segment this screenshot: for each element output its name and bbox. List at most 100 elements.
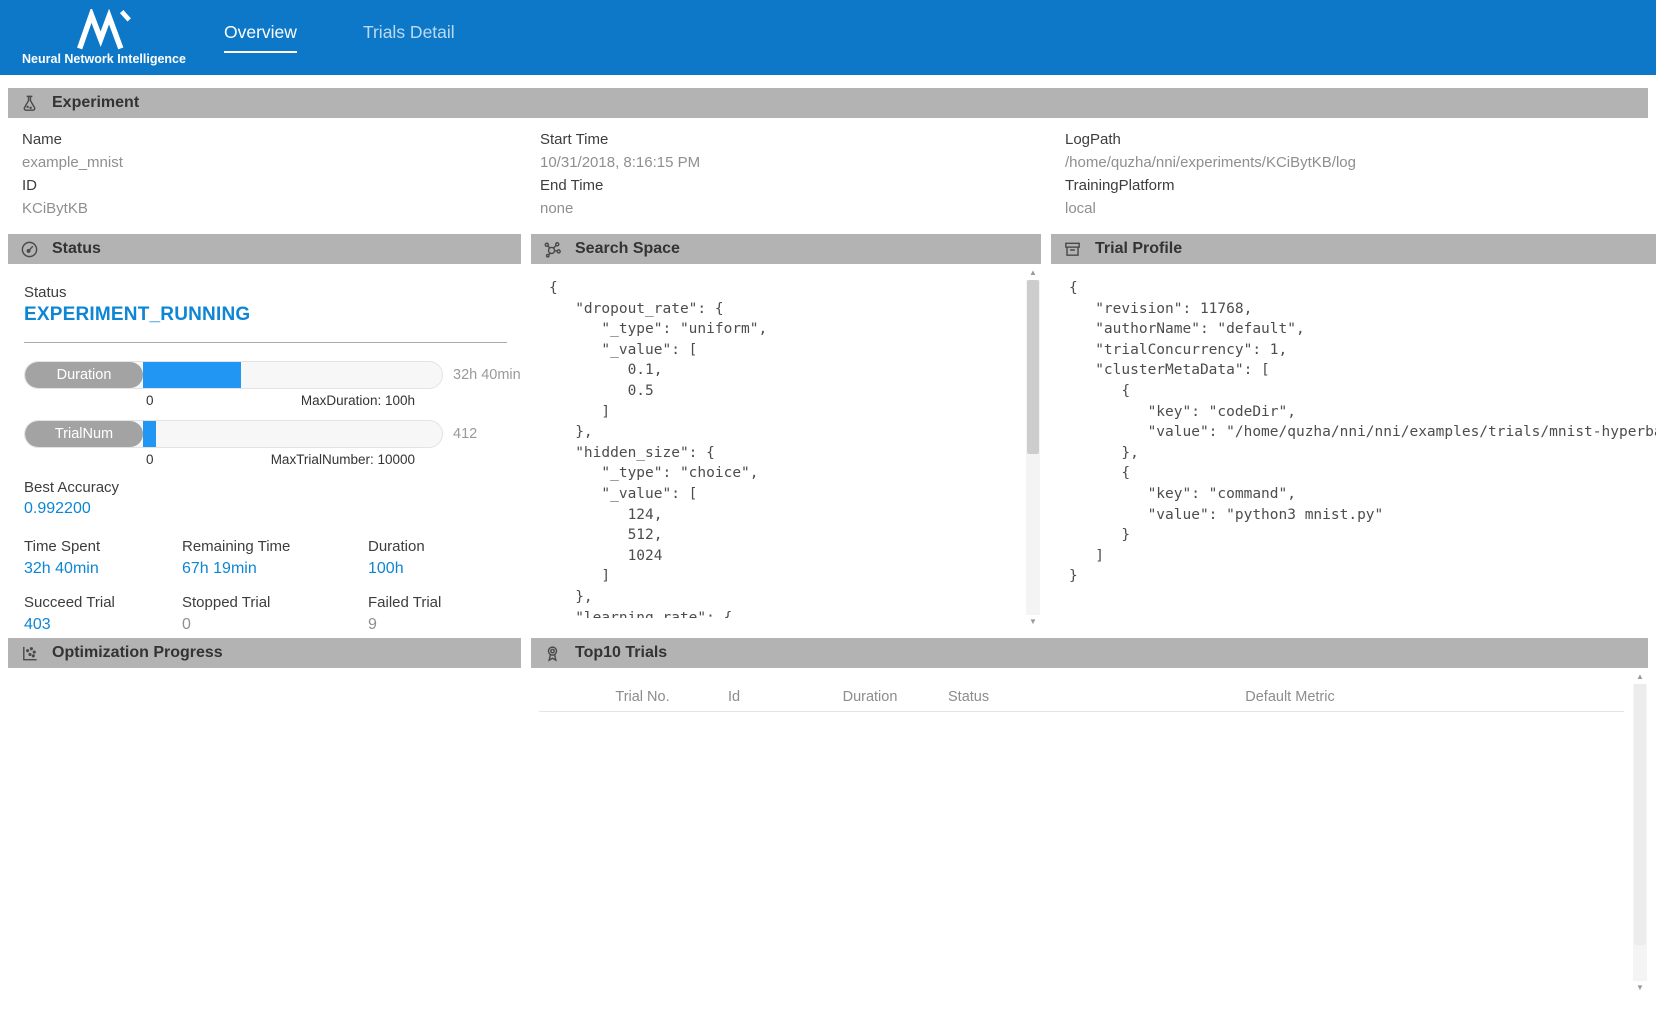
search-space-panel: Search Space { "dropout_rate": { "_type"… xyxy=(531,234,1041,632)
optimization-progress-header: Optimization Progress xyxy=(8,638,521,668)
metric-value: 403 xyxy=(24,616,51,633)
top10-table: Trial No. Id Duration Status Default Met… xyxy=(539,682,1624,712)
start-time-label: Start Time xyxy=(540,131,609,148)
flask-icon xyxy=(23,95,36,111)
col-duration: Duration xyxy=(825,682,915,712)
brand-title: Neural Network Intelligence xyxy=(22,52,186,66)
metric-remaining-time: Remaining Time 67h 19min xyxy=(182,538,368,578)
col-expand-header xyxy=(539,682,585,712)
search-space-scrollbar[interactable]: ▲ ▼ xyxy=(1026,266,1040,629)
metric-value: 67h 19min xyxy=(182,560,257,577)
duration-bar-label: Duration xyxy=(25,362,143,388)
status-body: Status EXPERIMENT_RUNNING Duration 32h 4… xyxy=(8,264,521,634)
platform-label: TrainingPlatform xyxy=(1065,177,1175,194)
experiment-status-value: EXPERIMENT_RUNNING xyxy=(24,304,251,325)
tab-trials-detail[interactable]: Trials Detail xyxy=(359,18,459,57)
end-time-value: none xyxy=(540,200,574,217)
status-title: Status xyxy=(52,240,101,257)
col-id: Id xyxy=(700,682,825,712)
tab-overview[interactable]: Overview xyxy=(220,18,301,57)
optimization-chart xyxy=(14,692,519,992)
duration-bar-fill xyxy=(143,362,241,388)
metric-label: Duration xyxy=(368,538,425,555)
tab-overview-label: Overview xyxy=(224,22,297,42)
top10-scrollbar[interactable]: ▲ ▼ xyxy=(1633,670,1647,995)
search-space-header: Search Space xyxy=(531,234,1041,264)
experiment-title: Experiment xyxy=(52,94,140,111)
trialnum-bar-scale: 0 MaxTrialNumber: 10000 xyxy=(146,452,415,467)
metric-value: 0 xyxy=(182,616,191,633)
experiment-col-1: Name example_mnist ID KCiBytKB xyxy=(22,128,540,220)
best-accuracy-value: 0.992200 xyxy=(24,500,91,517)
name-value: example_mnist xyxy=(22,154,123,171)
nav-tabs: Overview Trials Detail xyxy=(220,0,459,75)
optimization-progress-title: Optimization Progress xyxy=(52,644,223,661)
trial-profile-panel: Trial Profile { "revision": 11768, "auth… xyxy=(1051,234,1656,632)
search-space-title: Search Space xyxy=(575,240,680,257)
logpath-value: /home/quzha/nni/experiments/KCiBytKB/log xyxy=(1065,154,1356,171)
trial-profile-title: Trial Profile xyxy=(1095,240,1183,257)
metric-label: Time Spent xyxy=(24,538,101,555)
tab-trials-detail-label: Trials Detail xyxy=(362,22,455,42)
status-panel: Status Status EXPERIMENT_RUNNING Duratio… xyxy=(8,234,521,634)
col-trial-no: Trial No. xyxy=(585,682,700,712)
scroll-thumb[interactable] xyxy=(1027,280,1039,455)
trialnum-bar-label: TrialNum xyxy=(25,421,143,447)
scroll-thumb[interactable] xyxy=(1634,684,1646,946)
experiment-section-header: Experiment xyxy=(8,88,1648,118)
col-filler xyxy=(1365,682,1624,712)
status-metrics-grid: Time Spent 32h 40min Remaining Time 67h … xyxy=(24,538,515,634)
top-navbar: Neural Network Intelligence Overview Tri… xyxy=(0,0,1656,75)
accuracy-chart-wrap xyxy=(8,668,521,997)
col-status: Status xyxy=(915,682,1215,712)
metric-label: Failed Trial xyxy=(368,594,442,611)
metric-time-spent: Time Spent 32h 40min xyxy=(24,538,182,578)
scroll-down-arrow[interactable]: ▼ xyxy=(1029,617,1037,626)
middle-panel-row: Status Status EXPERIMENT_RUNNING Duratio… xyxy=(8,234,1656,634)
scroll-up-arrow[interactable]: ▲ xyxy=(1636,672,1644,681)
experiment-section: Experiment Name example_mnist ID KCiBytK… xyxy=(8,88,1648,228)
scroll-down-arrow[interactable]: ▼ xyxy=(1636,983,1644,992)
top10-trials-panel: Top10 Trials Trial No. Id Duration Statu… xyxy=(531,638,1648,998)
metric-failed-trial: Failed Trial 9 xyxy=(368,594,515,634)
trialnum-progress-row: TrialNum 412 xyxy=(24,420,515,448)
platform-value: local xyxy=(1065,200,1096,217)
nni-logo-icon xyxy=(77,9,131,50)
metric-value: 100h xyxy=(368,560,404,577)
logpath-label: LogPath xyxy=(1065,131,1121,148)
metric-label: Succeed Trial xyxy=(24,594,115,611)
duration-min: 0 xyxy=(146,393,154,408)
best-accuracy-label: Best Accuracy xyxy=(24,479,120,496)
scatter-chart-icon xyxy=(23,646,37,660)
end-time-label: End Time xyxy=(540,177,604,194)
search-space-json: { "dropout_rate": { "_type": "uniform", … xyxy=(549,280,768,618)
metric-value: 9 xyxy=(368,616,377,633)
trialnum-max: MaxTrialNumber: 10000 xyxy=(270,452,415,467)
trialnum-bar-track xyxy=(143,421,442,447)
metric-duration: Duration 100h xyxy=(368,538,515,578)
metric-label: Remaining Time xyxy=(182,538,291,555)
optimization-progress-panel: Optimization Progress xyxy=(8,638,521,998)
duration-bar-value: 32h 40min xyxy=(453,367,521,383)
experiment-col-2: Start Time 10/31/2018, 8:16:15 PM End Ti… xyxy=(540,128,1065,220)
scroll-track[interactable] xyxy=(1026,280,1040,615)
molecule-icon xyxy=(544,241,561,258)
status-field-label: Status xyxy=(24,284,67,301)
duration-progress-bar: Duration xyxy=(24,361,443,389)
trial-profile-header: Trial Profile xyxy=(1051,234,1656,264)
trialnum-bar-fill xyxy=(143,421,157,447)
gauge-icon xyxy=(21,241,38,257)
col-default-metric: Default Metric xyxy=(1215,682,1365,712)
trialnum-progress-bar: TrialNum xyxy=(24,420,443,448)
metric-succeed-trial: Succeed Trial 403 xyxy=(24,594,182,634)
brand[interactable]: Neural Network Intelligence xyxy=(22,9,186,66)
id-value: KCiBytKB xyxy=(22,200,88,217)
trialnum-bar-value: 412 xyxy=(453,426,478,442)
status-divider xyxy=(24,342,507,343)
bottom-panel-row: Optimization Progress Top10 Trials Trial… xyxy=(8,638,1648,998)
metric-value: 32h 40min xyxy=(24,560,99,577)
scroll-up-arrow[interactable]: ▲ xyxy=(1029,268,1037,277)
scroll-track[interactable] xyxy=(1633,684,1647,981)
archive-box-icon xyxy=(1065,242,1080,256)
